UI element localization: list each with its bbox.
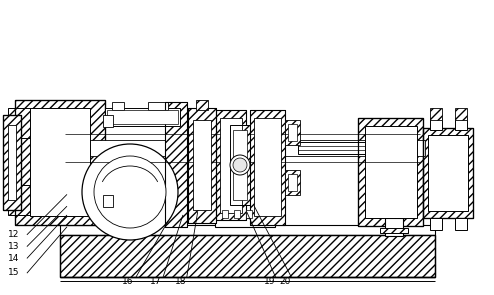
Bar [8,108,33,138]
Bar [60,235,435,277]
Bar [298,142,408,154]
Bar [285,170,300,195]
Bar [455,218,467,230]
Text: 15: 15 [8,268,20,277]
Bar [230,125,250,205]
Bar [60,225,435,235]
Circle shape [82,144,178,240]
Bar [246,210,252,218]
Bar [165,102,187,227]
Bar [430,118,442,130]
Bar [423,128,473,218]
Bar [254,118,281,216]
Bar [455,118,467,130]
Bar [193,120,211,210]
Bar [188,108,216,223]
Bar [385,218,403,236]
Bar [8,125,16,200]
Bar [234,210,240,218]
Bar [196,100,208,110]
Bar [3,115,21,210]
Text: 16: 16 [122,277,133,286]
Bar [430,108,442,120]
Circle shape [230,155,250,175]
Bar [148,102,168,110]
Bar [15,100,105,225]
Bar [65,140,425,156]
Circle shape [233,158,247,172]
Bar [455,108,467,120]
Bar [365,126,417,218]
Bar [222,210,228,218]
Bar [60,235,435,277]
Circle shape [94,156,166,228]
Bar [250,110,285,225]
Bar [423,128,473,218]
Text: 19: 19 [263,277,275,286]
Bar [430,218,442,230]
Text: 13: 13 [8,242,20,251]
Bar [8,185,33,215]
Bar [250,110,285,225]
Bar [230,125,250,205]
Text: 17: 17 [150,277,162,286]
Bar [216,110,246,220]
Bar [288,174,297,191]
Text: 12: 12 [8,230,20,239]
Bar [216,110,246,220]
Text: 14: 14 [8,254,20,263]
Bar [30,108,90,216]
Bar [358,118,423,226]
Bar [165,102,187,227]
Text: 20: 20 [280,277,291,286]
Bar [105,108,180,126]
Bar [15,100,105,225]
Bar [3,115,21,210]
Bar [215,218,275,227]
Bar [220,118,242,213]
Bar [188,108,216,223]
Bar [380,228,408,233]
Bar [103,195,113,207]
Bar [428,135,468,211]
Text: 18: 18 [174,277,186,286]
Bar [112,102,124,110]
Bar [103,115,113,127]
Bar [288,124,297,141]
Bar [107,110,178,124]
Bar [358,118,423,226]
Bar [233,130,247,200]
Bar [285,120,300,145]
